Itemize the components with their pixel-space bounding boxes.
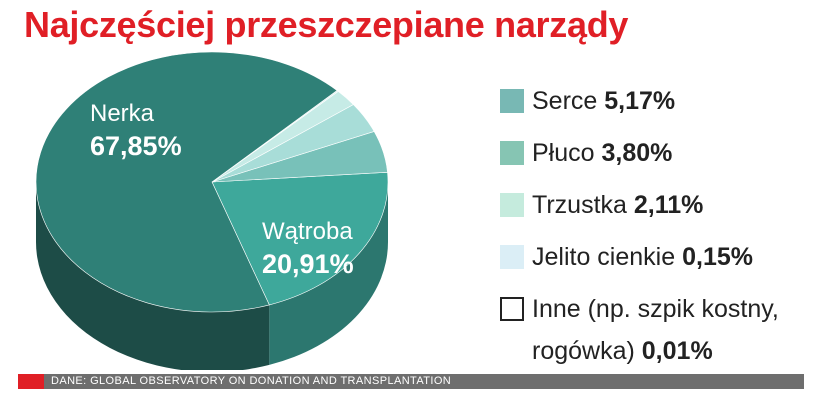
pie-label-nerka-value: 67,85% [90,131,182,161]
legend-swatch-trzustka [500,193,524,217]
legend-value-serce: 5,17% [604,87,676,115]
legend-item-jelito: Jelito cienkie 0,15% [498,239,828,291]
legend-item-pluco: Płuco 3,80% [498,135,828,187]
legend-item-inne: Inne (np. szpik kostny, rogówka) 0,01% [498,291,828,371]
pie-side-walls [36,182,388,370]
legend-value-inne: 0,01% [641,337,713,365]
legend-swatch-pluco [500,141,524,165]
legend-label-serce: Serce [532,87,598,115]
source-bar: DANE: GLOBAL OBSERVATORY ON DONATION AND… [18,374,804,389]
legend-value-jelito: 0,15% [682,243,753,271]
legend-label-pluco: Płuco [532,139,595,167]
pie-label-watroba: Wątroba 20,91% [262,216,354,280]
legend-value-pluco: 3,80% [601,139,673,167]
legend-item-serce: Serce 5,17% [498,83,828,135]
pie-side-nerka [36,182,270,370]
legend-value-trzustka: 2,11% [633,191,704,219]
legend-swatch-serce [500,89,524,113]
legend-label-trzustka: Trzustka [532,191,627,219]
legend-swatch-inne [500,297,524,321]
legend: Serce 5,17% Płuco 3,80% Trzustka 2,11% J… [498,83,828,371]
pie-label-nerka-name: Nerka [90,100,155,127]
pie-chart [35,51,389,370]
source-text: DANE: GLOBAL OBSERVATORY ON DONATION AND… [51,375,452,387]
legend-label-jelito: Jelito cienkie [532,243,676,271]
pie-slice-wątroba [211,171,389,306]
pie-slices [35,51,389,313]
source-accent-block [18,374,44,389]
legend-item-trzustka: Trzustka 2,11% [498,187,828,239]
pie-label-watroba-name: Wątroba [262,218,353,245]
legend-label-inne: Inne (np. szpik kostny, rogówka) [532,295,779,365]
pie-label-nerka: Nerka 67,85% [90,98,182,162]
pie-label-watroba-value: 20,91% [262,249,354,279]
pie-side-wątroba [269,182,388,365]
pie-slice-nerka [35,51,338,313]
legend-swatch-jelito [500,245,524,269]
chart-title: Najczęściej przeszczepiane narządy [24,4,629,45]
